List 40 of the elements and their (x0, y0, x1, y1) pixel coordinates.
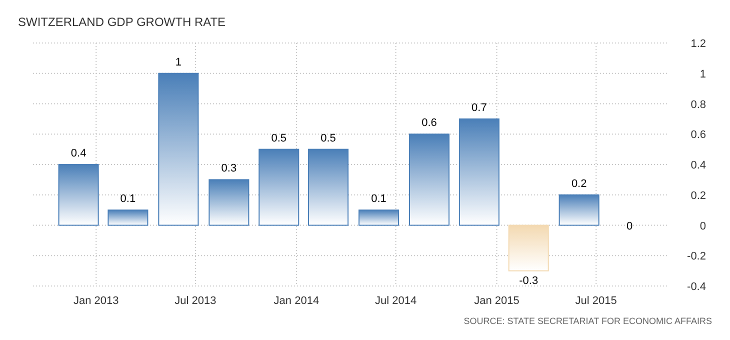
chart-title: SWITZERLAND GDP GROWTH RATE (18, 15, 226, 29)
bar (308, 148, 349, 226)
x-tick-label: Jan 2013 (73, 295, 119, 307)
y-tick-label: 0.4 (690, 160, 706, 172)
data-label: 0.1 (371, 193, 386, 206)
data-label: 0.2 (571, 178, 587, 190)
x-tick-label: Jul 2013 (174, 295, 216, 307)
bar (558, 194, 600, 226)
data-label: -0.3 (519, 274, 538, 287)
data-label: 0.6 (422, 117, 437, 130)
y-tick-label: 0.2 (690, 190, 706, 202)
data-label: 0.7 (472, 102, 487, 114)
y-tick-label: 0.8 (690, 98, 706, 111)
data-label: 0.4 (70, 148, 86, 160)
bar (108, 210, 148, 226)
x-tick-label: Jul 2014 (374, 295, 417, 307)
data-label: 0.5 (320, 132, 336, 144)
y-tick-label: -0.4 (687, 281, 706, 293)
x-tick-label: Jan 2014 (274, 295, 320, 307)
data-label: 0 (626, 220, 633, 232)
data-label: 1 (175, 56, 182, 68)
data-label: 0.3 (221, 162, 237, 175)
bar (258, 148, 300, 226)
x-tick-label: Jul 2015 (575, 295, 617, 307)
data-label: 0.5 (271, 132, 287, 144)
bar (358, 210, 400, 226)
bar (409, 134, 450, 226)
y-tick-label: 1 (700, 68, 706, 80)
bar (208, 179, 250, 226)
bar (458, 118, 500, 226)
bar (508, 224, 549, 272)
y-tick-label: -0.2 (687, 250, 706, 263)
x-tick-label: Jan 2015 (474, 295, 520, 307)
y-tick-label: 0.6 (690, 129, 706, 142)
y-tick-label: 0 (700, 220, 706, 232)
y-tick-label: 1.2 (690, 38, 706, 50)
data-label: 0.1 (120, 193, 136, 206)
bar (158, 72, 199, 226)
source-note: SOURCE: STATE SECRETARIAT FOR ECONOMIC AFFAIRS (464, 316, 712, 326)
bar (58, 164, 99, 226)
